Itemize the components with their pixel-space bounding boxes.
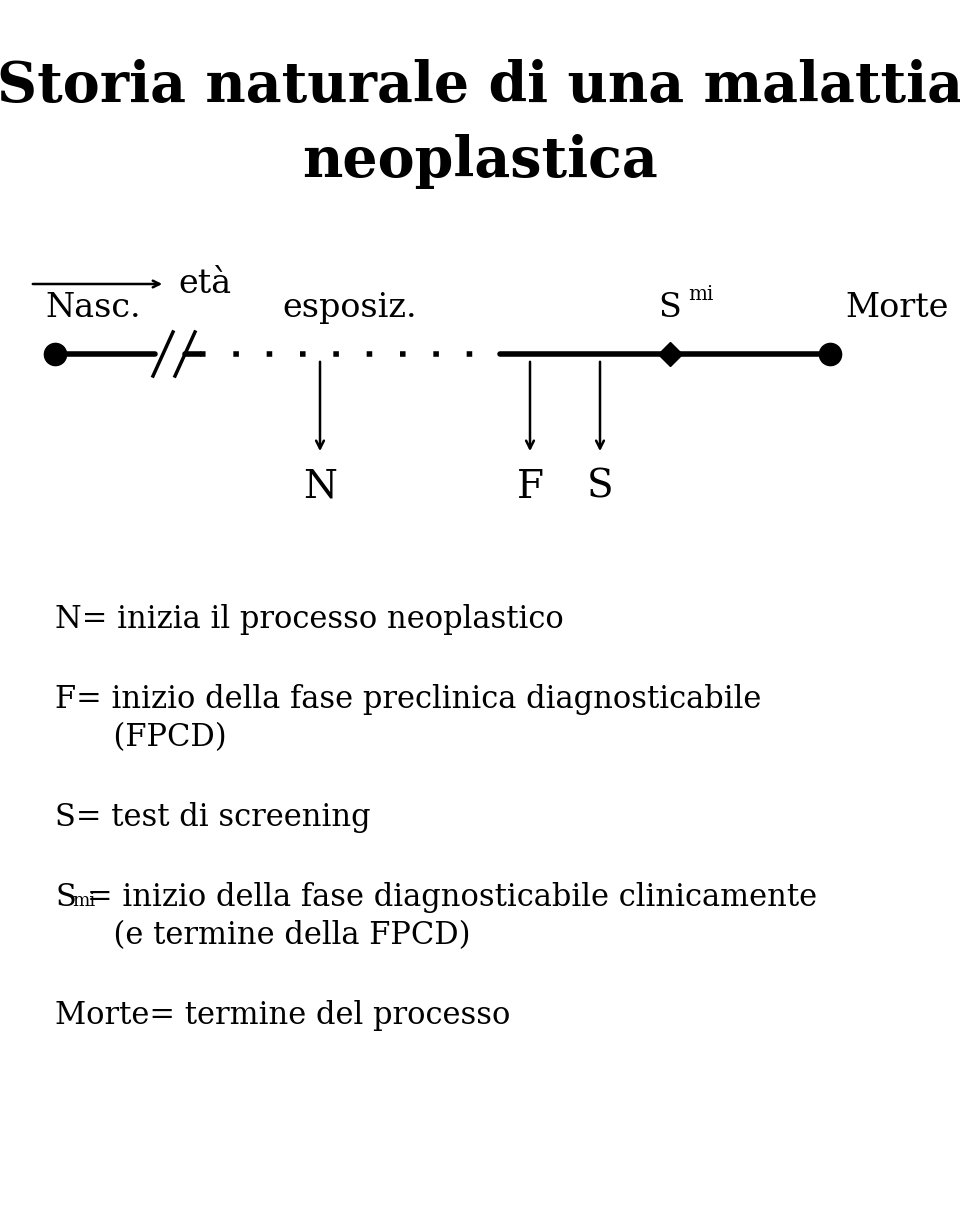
Text: Nasc.: Nasc. bbox=[45, 293, 140, 324]
Text: esposiz.: esposiz. bbox=[282, 293, 418, 324]
Text: F: F bbox=[516, 469, 543, 506]
Text: mi: mi bbox=[72, 892, 95, 909]
Text: Morte: Morte bbox=[845, 293, 948, 324]
Text: Morte= termine del processo: Morte= termine del processo bbox=[55, 1000, 511, 1031]
Text: S: S bbox=[658, 293, 681, 324]
Text: F= inizio della fase preclinica diagnosticabile: F= inizio della fase preclinica diagnost… bbox=[55, 684, 761, 715]
Text: S: S bbox=[55, 883, 76, 913]
Text: S= test di screening: S= test di screening bbox=[55, 802, 371, 834]
Text: N= inizia il processo neoplastico: N= inizia il processo neoplastico bbox=[55, 603, 564, 635]
Text: neoplastica: neoplastica bbox=[302, 133, 658, 188]
Text: (e termine della FPCD): (e termine della FPCD) bbox=[55, 920, 470, 951]
Text: = inizio della fase diagnosticabile clinicamente: = inizio della fase diagnosticabile clin… bbox=[87, 883, 817, 913]
Text: S: S bbox=[587, 469, 613, 506]
Text: N: N bbox=[303, 469, 337, 506]
Text: età: età bbox=[178, 268, 231, 300]
Text: Storia naturale di una malattia: Storia naturale di una malattia bbox=[0, 59, 960, 114]
Text: mi: mi bbox=[688, 285, 713, 304]
Text: (FPCD): (FPCD) bbox=[55, 722, 227, 753]
